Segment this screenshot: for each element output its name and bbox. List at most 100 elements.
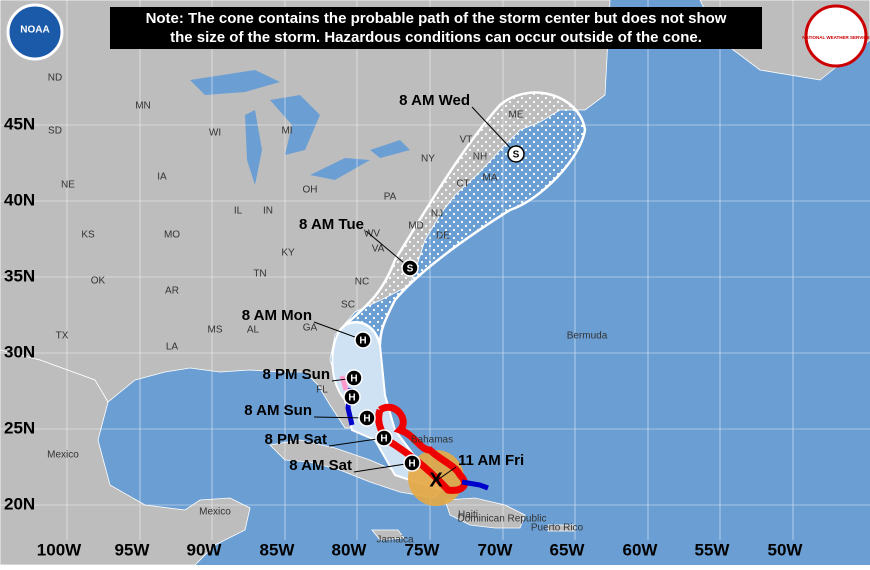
- state-label: MS: [208, 325, 223, 336]
- state-label: TN: [253, 269, 266, 280]
- great-lakes: [190, 70, 410, 185]
- state-label: AL: [247, 325, 260, 336]
- state-label: ME: [509, 110, 524, 121]
- forecast-marker-symbol: H: [359, 336, 366, 347]
- labels: 45N 40N 35N 30N 25N 20N 100W 95W 90W 85W 80W 75W 70W…: [4, 73, 803, 560]
- leader-line: [471, 106, 517, 155]
- state-label: VT: [460, 135, 473, 146]
- state-label: SD: [48, 126, 62, 137]
- hurricane-warning: [375, 404, 468, 494]
- forecast-marker-symbol: H: [380, 434, 387, 445]
- forecast-marker: [345, 369, 363, 387]
- state-label: IN: [263, 206, 273, 217]
- forecast-time-label: 8 AM Wed: [399, 92, 470, 109]
- state-label: FL: [316, 385, 328, 396]
- state-label: MN: [135, 101, 151, 112]
- latitude-label: 40N: [4, 190, 35, 209]
- state-label: LA: [166, 342, 179, 353]
- hurricane-watch: [339, 375, 349, 391]
- leader-line: [328, 437, 385, 447]
- forecast-marker: [401, 259, 419, 277]
- longitude-label: 75W: [405, 540, 441, 559]
- state-label: AR: [165, 286, 179, 297]
- state-label: VA: [372, 244, 385, 255]
- note-box: [110, 7, 762, 49]
- state-label: NH: [473, 152, 487, 163]
- longitude-label: 85W: [260, 540, 296, 559]
- forecast-time-label: 8 AM Sat: [289, 457, 352, 474]
- longitude-label: 90W: [187, 540, 223, 559]
- nws-logo: [804, 4, 868, 68]
- state-label: TX: [56, 331, 69, 342]
- forecast-marker-symbol: S: [407, 264, 414, 275]
- state-label: MO: [164, 230, 180, 241]
- state-label: ND: [48, 73, 62, 84]
- forecast-marker-symbol: S: [513, 150, 520, 161]
- noaa-logo-text: NOAA: [20, 25, 49, 36]
- forecast-time-label: 11 AM Fri: [458, 452, 524, 469]
- place-label: Dominican Republic: [458, 514, 547, 525]
- forecast-time-label: 8 AM Mon: [242, 307, 312, 324]
- state-label: CT: [456, 179, 469, 190]
- forecast-marker-symbol: H: [350, 374, 357, 385]
- place-label: Bahamas: [411, 435, 453, 446]
- forecast-marker: [343, 388, 361, 406]
- state-label: NJ: [431, 209, 443, 220]
- forecast-marker-symbol: H: [408, 459, 415, 470]
- state-label: MI: [281, 126, 292, 137]
- place-label: Mexico: [199, 507, 231, 518]
- state-label: IA: [157, 172, 167, 183]
- latitude-label: 25N: [4, 418, 35, 437]
- forecast-marker: [403, 454, 421, 472]
- forecast-time-label: 8 PM Sun: [262, 366, 330, 383]
- forecast-marker: [507, 145, 525, 163]
- state-label: SC: [341, 300, 355, 311]
- latitude-label: 30N: [4, 342, 35, 361]
- forecast-marker-symbol: H: [363, 414, 370, 425]
- latitude-label: 35N: [4, 266, 35, 285]
- longitude-label: 60W: [623, 540, 659, 559]
- state-label: NE: [61, 180, 75, 191]
- state-label: WI: [209, 128, 221, 139]
- forecast-marker: [354, 331, 372, 349]
- noaa-logo: [6, 3, 64, 61]
- longitude-label: 95W: [115, 540, 151, 559]
- state-label: DE: [436, 231, 450, 242]
- state-label: NY: [421, 154, 435, 165]
- nws-logo-text: NATIONAL WEATHER SERVICE: [802, 35, 869, 40]
- state-label: OK: [91, 276, 106, 287]
- state-label: OH: [303, 185, 318, 196]
- state-label: KY: [281, 248, 295, 259]
- longitude-label: 80W: [332, 540, 368, 559]
- leader-line: [313, 416, 368, 419]
- current-position: X: [429, 469, 443, 491]
- place-label: Mexico: [47, 450, 79, 461]
- place-label: Haiti: [458, 510, 478, 521]
- state-label: WV: [364, 229, 380, 240]
- state-label: PA: [384, 192, 397, 203]
- place-label: Bermuda: [567, 331, 608, 342]
- state-label: MD: [408, 221, 424, 232]
- leader-line: [353, 462, 413, 473]
- forecast-time-label: 8 AM Sun: [244, 402, 312, 419]
- place-label: Jamaica: [376, 535, 414, 546]
- state-label: IL: [234, 206, 243, 217]
- state-label: NC: [355, 277, 369, 288]
- leader-line: [365, 230, 411, 269]
- forecast-marker: [375, 429, 393, 447]
- longitude-label: 70W: [478, 540, 514, 559]
- note-line: the size of the storm. Hazardous conditi…: [170, 29, 702, 46]
- state-label: GA: [303, 323, 318, 334]
- state-label: MA: [483, 173, 498, 184]
- forecast-time-label: 8 AM Tue: [299, 216, 364, 233]
- longitude-label: 55W: [695, 540, 731, 559]
- note-line: Note: The cone contains the probable pat…: [146, 10, 727, 27]
- latitude-label: 20N: [4, 494, 35, 513]
- tropical-storm-warning: [461, 479, 489, 491]
- latitude-label: 45N: [4, 114, 35, 133]
- longitude-label: 100W: [37, 540, 82, 559]
- state-label: KS: [81, 230, 95, 241]
- longitude-label: 50W: [768, 540, 804, 559]
- forecast-marker-symbol: H: [348, 393, 355, 404]
